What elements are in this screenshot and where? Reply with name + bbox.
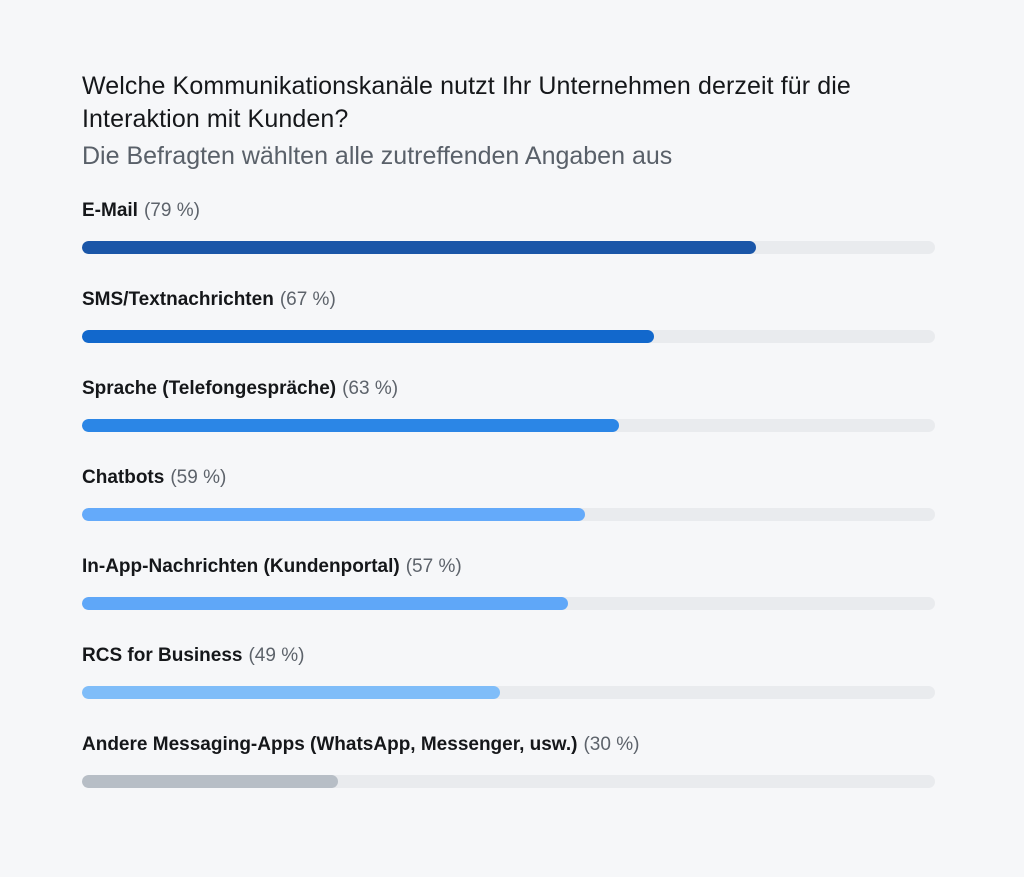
bar-label: RCS for Business (49 %)	[82, 645, 304, 667]
bar-track	[82, 330, 935, 343]
bar-label: Chatbots (59 %)	[82, 467, 226, 489]
bar-label: E-Mail (79 %)	[82, 200, 200, 222]
category-label: Andere Messaging-Apps (WhatsApp, Messeng…	[82, 734, 578, 755]
value-label: (49 %)	[248, 645, 305, 666]
bar-label: Andere Messaging-Apps (WhatsApp, Messeng…	[82, 734, 639, 756]
category-label: RCS for Business	[82, 645, 243, 666]
bar-track	[82, 686, 935, 699]
bar-label: In-App-Nachrichten (Kundenportal) (57 %)	[82, 556, 462, 578]
value-label: (67 %)	[279, 289, 336, 310]
bar-fill	[82, 508, 586, 521]
chart-title: Welche Kommunikationskanäle nutzt Ihr Un…	[82, 72, 851, 133]
chart-subtitle: Die Befragten wählten alle zutreffenden …	[82, 142, 673, 170]
category-label: SMS/Textnachrichten	[82, 289, 274, 310]
bar-fill	[82, 775, 338, 788]
category-label: Sprache (Telefongespräche)	[82, 378, 337, 399]
bar-row: SMS/Textnachrichten (67 %)	[82, 289, 935, 378]
bar-label: Sprache (Telefongespräche) (63 %)	[82, 378, 398, 400]
value-label: (59 %)	[170, 467, 227, 488]
category-label: E-Mail	[82, 200, 138, 221]
bar-track	[82, 241, 935, 254]
bar-fill	[82, 686, 500, 699]
bar-fill	[82, 419, 620, 432]
survey-bar-chart: Welche Kommunikationskanäle nutzt Ihr Un…	[82, 70, 935, 823]
bar-row: Chatbots (59 %)	[82, 467, 935, 556]
category-label: Chatbots	[82, 467, 165, 488]
bar-row: Andere Messaging-Apps (WhatsApp, Messeng…	[82, 734, 935, 823]
bar-row: Sprache (Telefongespräche) (63 %)	[82, 378, 935, 467]
bar-fill	[82, 330, 654, 343]
bar-track	[82, 419, 935, 432]
bar-rows: E-Mail (79 %) SMS/Textnachrichten (67 %) Spr…	[82, 200, 935, 823]
bar-label: SMS/Textnachrichten (67 %)	[82, 289, 336, 311]
bar-row: In-App-Nachrichten (Kundenportal) (57 %)	[82, 556, 935, 645]
value-label: (30 %)	[583, 734, 640, 755]
bar-track	[82, 508, 935, 521]
value-label: (79 %)	[143, 200, 200, 221]
bar-row: RCS for Business (49 %)	[82, 645, 935, 734]
bar-track	[82, 597, 935, 610]
bar-fill	[82, 597, 569, 610]
bar-fill	[82, 241, 756, 254]
bar-row: E-Mail (79 %)	[82, 200, 935, 289]
value-label: (57 %)	[405, 556, 462, 577]
value-label: (63 %)	[342, 378, 399, 399]
category-label: In-App-Nachrichten (Kundenportal)	[82, 556, 400, 577]
bar-track	[82, 775, 935, 788]
